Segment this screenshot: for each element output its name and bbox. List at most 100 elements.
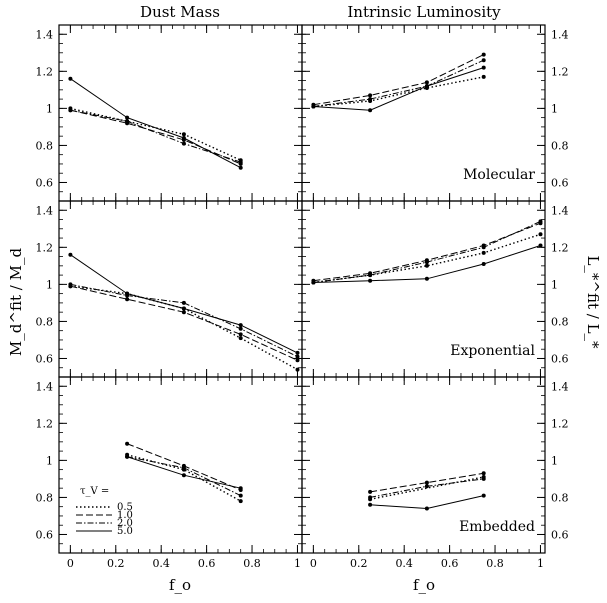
- x-tick-label: 1: [537, 557, 544, 570]
- x-tick-label: 0.6: [441, 557, 459, 570]
- data-point: [125, 441, 130, 446]
- data-point: [238, 326, 243, 331]
- y-tick-label: 0.6: [36, 176, 54, 189]
- y-tick-label: 1.2: [36, 241, 54, 254]
- x-tick-label: 0: [67, 557, 74, 570]
- data-point: [368, 108, 373, 113]
- y-tick-label: 1: [551, 278, 558, 291]
- panels-group: 0.60.811.21.40.60.811.21.4Molecular0.60.…: [36, 24, 569, 570]
- data-point: [424, 84, 429, 89]
- data-point: [481, 52, 486, 57]
- y-tick-label: 1: [46, 278, 53, 291]
- data-point: [181, 310, 186, 315]
- data-point: [238, 323, 243, 328]
- x-tick-label: 0: [310, 557, 317, 570]
- data-point: [368, 97, 373, 102]
- legend-title: τ_V =: [80, 486, 109, 497]
- x-tick-label: 0.6: [198, 557, 216, 570]
- data-point: [295, 350, 300, 355]
- legend-label-3: 5.0: [117, 526, 133, 537]
- right-ylabel: L_*^fit / L_*: [584, 255, 602, 349]
- series-line-tau-0-5: [70, 107, 241, 161]
- series-line-tau-5-0: [70, 78, 241, 169]
- panel-2-0: 0.6 0.8 1 1.2 1.4 0 0.2 0.4 0.6 0.8 1: [36, 376, 303, 570]
- y-tick-label: 1.4: [551, 204, 569, 217]
- data-point: [368, 93, 373, 98]
- legend-label-0: 0.5: [117, 502, 133, 513]
- xlabel-left: f_o: [169, 576, 191, 594]
- y-tick-label: 0.8: [551, 139, 569, 152]
- data-point: [181, 141, 186, 146]
- y-tick-label: 1.2: [551, 417, 569, 430]
- data-point: [481, 245, 486, 250]
- panel-0-1: 0.6 0.8 1 1.2 1.4 Molecular: [301, 24, 569, 202]
- y-tick-label: 1.2: [551, 241, 569, 254]
- data-point: [538, 232, 543, 237]
- data-point: [368, 273, 373, 278]
- data-point: [311, 104, 316, 109]
- series-line-tau-0-5: [313, 233, 541, 284]
- y-tick-label: 1: [551, 102, 558, 115]
- series-line-tau-5-0: [313, 67, 484, 111]
- panel-label: Exponential: [450, 343, 535, 359]
- y-tick-label: 0.8: [36, 139, 54, 152]
- data-point: [295, 358, 300, 363]
- series-line-tau-2-0: [313, 220, 541, 283]
- panel-frame: [301, 376, 546, 554]
- data-point: [424, 480, 429, 485]
- data-point: [538, 243, 543, 248]
- data-point: [311, 280, 316, 285]
- col-title-intrinsic-luminosity: Intrinsic Luminosity: [347, 3, 501, 21]
- data-point: [125, 115, 130, 120]
- series-line-tau-2-0: [313, 59, 484, 107]
- left-ylabel-group: M_d^fit / M_d: [7, 248, 25, 357]
- y-tick-label: 1.4: [36, 28, 54, 41]
- data-point: [481, 476, 486, 481]
- data-point: [424, 80, 429, 85]
- x-tick-label: 0.2: [350, 557, 368, 570]
- series-line-tau-0-5: [70, 285, 298, 371]
- panel-label: Embedded: [459, 519, 535, 535]
- data-point: [181, 465, 186, 470]
- y-tick-label: 1.4: [36, 204, 54, 217]
- data-point: [481, 74, 486, 79]
- data-point: [238, 493, 243, 498]
- x-tick-label: 0.8: [243, 557, 261, 570]
- y-tick-label: 0.8: [551, 491, 569, 504]
- series-line-tau-1-0: [70, 285, 298, 361]
- data-point: [424, 506, 429, 511]
- data-point: [424, 263, 429, 268]
- col-title-dust-mass: Dust Mass: [140, 3, 220, 21]
- x-tick-label: 0.4: [395, 557, 413, 570]
- y-tick-label: 1.4: [551, 380, 569, 393]
- data-point: [238, 486, 243, 491]
- series-line-tau-1-0: [313, 54, 484, 106]
- data-point: [295, 354, 300, 359]
- panel-0-0: 0.6 0.8 1 1.2 1.4: [36, 24, 303, 202]
- right-ylabel-group: L_*^fit / L_*: [584, 255, 602, 349]
- data-point: [181, 473, 186, 478]
- y-tick-label: 0.6: [551, 528, 569, 541]
- panel-2-1: 0.6 0.8 1 1.2 1.4 0 0.2 0.4 0.6 0.8 1 Embedded: [301, 376, 569, 570]
- series-line-tau-2-0: [70, 283, 298, 358]
- y-tick-label: 1.2: [36, 65, 54, 78]
- data-point: [181, 300, 186, 305]
- series-line-tau-0-5: [313, 76, 484, 108]
- x-tick-label: 0.2: [107, 557, 125, 570]
- y-tick-label: 1.2: [551, 65, 569, 78]
- series-line-tau-2-0: [70, 109, 241, 163]
- data-point: [125, 454, 130, 459]
- legend-label-2: 2.0: [117, 518, 133, 529]
- panel-1-0: 0.6 0.8 1 1.2 1.4: [36, 200, 303, 378]
- data-point: [538, 219, 543, 224]
- y-tick-label: 0.6: [36, 528, 54, 541]
- legend: τ_V = 0.5 1.0 2.0 5.0: [76, 486, 133, 537]
- y-tick-label: 1.2: [36, 417, 54, 430]
- data-point: [295, 367, 300, 372]
- data-point: [68, 252, 73, 257]
- y-tick-label: 0.8: [36, 491, 54, 504]
- series-line-tau-1-0: [70, 109, 241, 165]
- data-point: [238, 165, 243, 170]
- y-tick-label: 0.6: [551, 352, 569, 365]
